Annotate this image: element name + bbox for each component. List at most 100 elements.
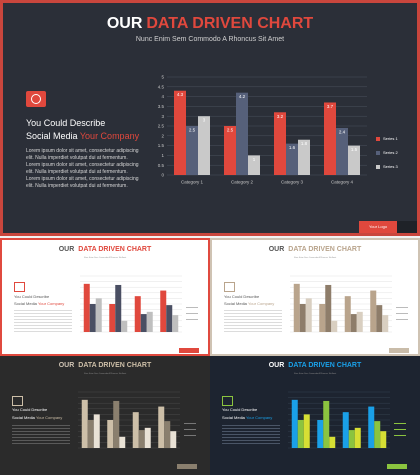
- describe-line-2-accent: Your Company: [79, 131, 140, 141]
- data-label: 2.5: [227, 128, 234, 133]
- thumb3-describe-2-accent: Your Company: [35, 415, 63, 420]
- bar: [170, 431, 177, 448]
- bar: [368, 406, 375, 448]
- thumb1-legend: [186, 306, 198, 324]
- thumb1-text-placeholder: [14, 310, 72, 332]
- thumb4-title-chart: DATA DRIVEN CHART: [288, 362, 362, 369]
- bar: [89, 304, 96, 332]
- bar: [380, 431, 387, 448]
- bar: [325, 284, 332, 332]
- legend-series-2: Series 2: [376, 150, 398, 155]
- data-label: 2.5: [189, 128, 196, 133]
- body-paragraph: Lorem ipsum dolor sit amet, consectetur …: [26, 148, 139, 189]
- thumb3-text-placeholder: [12, 425, 70, 445]
- thumb1-title-our: OUR: [58, 246, 75, 253]
- thumb4-bar-chart: [288, 391, 390, 449]
- bar: [370, 290, 377, 332]
- footer-dark-block: [397, 221, 417, 233]
- legend-series-3: Series 3: [376, 164, 398, 169]
- thumb2-describe-2: Social Media Your Company: [224, 301, 274, 306]
- bar: [348, 145, 360, 175]
- thumb4-describe-2-plain: Social Media: [222, 415, 246, 420]
- bar: [303, 414, 310, 448]
- thumb2-describe-1: You Could Describe: [224, 294, 260, 299]
- legend-label-3: Series 3: [383, 164, 398, 169]
- bar: [286, 143, 298, 175]
- thumb1-describe-1: You Could Describe: [14, 294, 50, 299]
- bar: [198, 116, 210, 175]
- bar: [299, 304, 306, 332]
- bar: [138, 430, 145, 448]
- thumbnail-dark[interactable]: OUR DATA DRIVEN CHART Nunc Enim Sem Commo…: [0, 356, 210, 475]
- x-tick-label: Category 2: [231, 180, 254, 185]
- bar: [144, 427, 151, 448]
- y-tick-label: 1: [161, 153, 164, 158]
- social-media-icon: [26, 91, 46, 107]
- thumb3-logo-button[interactable]: [177, 464, 197, 469]
- thumb4-legend: [394, 422, 406, 440]
- bar: [376, 305, 383, 332]
- legend-swatch-1: [376, 136, 380, 141]
- bar: [164, 421, 171, 448]
- thumb4-subtitle: Nunc Enim Sem Commodo A Rhoncus Sit Amet: [293, 373, 337, 375]
- thumb4-title: OUR DATA DRIVEN CHART: [210, 362, 420, 369]
- bar: [317, 420, 324, 448]
- bar: [134, 296, 141, 332]
- thumb4-text-placeholder: [222, 425, 280, 445]
- thumb1-title-chart: DATA DRIVEN CHART: [78, 246, 152, 253]
- bar: [95, 298, 102, 332]
- bar: [109, 304, 116, 332]
- main-slide: OUR DATA DRIVEN CHART Nunc Enim Sem Commo…: [0, 0, 420, 236]
- thumbnail-red[interactable]: OUR DATA DRIVEN CHART Nunc Enim Sem Commo…: [0, 238, 210, 356]
- data-label: 4.2: [239, 94, 246, 99]
- thumb1-bar-chart: [80, 275, 182, 333]
- bar: [83, 283, 90, 332]
- thumbnail-blue[interactable]: OUR DATA DRIVEN CHART Nunc Enim Sem Commo…: [210, 356, 420, 475]
- bar: [336, 127, 348, 175]
- bar: [158, 406, 165, 448]
- bar: [298, 139, 310, 175]
- thumb2-logo-button[interactable]: [389, 348, 409, 353]
- data-label: 2.4: [339, 129, 346, 134]
- bar: [356, 311, 363, 332]
- bar: [329, 436, 336, 448]
- bar: [121, 320, 128, 332]
- describe-line-1: You Could Describe: [26, 118, 106, 128]
- data-label: 3: [203, 118, 206, 123]
- y-tick-label: 4.5: [158, 84, 165, 89]
- thumb2-title: OUR DATA DRIVEN CHART: [212, 246, 418, 253]
- bar: [87, 420, 94, 448]
- thumb4-describe-1: You Could Describe: [222, 407, 258, 412]
- your-logo-button[interactable]: Your Logo: [359, 221, 397, 233]
- thumb4-describe-2: Social Media Your Company: [222, 415, 272, 420]
- y-tick-label: 2: [161, 133, 164, 138]
- legend-series-1: Series 1: [376, 136, 398, 141]
- bar: [291, 399, 298, 448]
- legend-label-1: Series 1: [383, 136, 398, 141]
- title-word-chart: DATA DRIVEN CHART: [146, 15, 314, 32]
- thumb4-logo-button[interactable]: [387, 464, 407, 469]
- thumb2-describe-2-plain: Social Media: [224, 301, 248, 306]
- thumb1-describe-2-plain: Social Media: [14, 301, 38, 306]
- bar: [324, 102, 336, 175]
- bar: [305, 298, 312, 332]
- thumb3-title-chart: DATA DRIVEN CHART: [78, 362, 152, 369]
- main-bar-chart: 0 0.5 1 1.5 2 2.5 3 3.5 4 4.5 5 4.3 2.5 3 Category 1 2.…: [158, 75, 367, 185]
- bar: [323, 400, 330, 448]
- bar: [331, 320, 338, 332]
- thumb3-icon: [12, 396, 23, 406]
- thumb3-describe-1: You Could Describe: [12, 407, 48, 412]
- y-tick-label: 3: [161, 114, 164, 119]
- thumb3-describe-2: Social Media Your Company: [12, 415, 62, 420]
- bar: [119, 436, 126, 448]
- data-label: 1: [253, 157, 256, 162]
- thumb2-icon: [224, 282, 235, 292]
- thumb1-logo-button[interactable]: [179, 348, 199, 353]
- legend-swatch-3: [376, 164, 380, 169]
- thumb3-bar-chart: [78, 391, 180, 449]
- title-word-our: OUR: [106, 15, 143, 32]
- thumb1-describe-2-accent: Your Company: [37, 301, 65, 306]
- y-tick-label: 2.5: [158, 124, 165, 129]
- thumb1-subtitle: Nunc Enim Sem Commodo A Rhoncus Sit Amet: [83, 257, 127, 259]
- thumbnail-beige[interactable]: OUR DATA DRIVEN CHART Nunc Enim Sem Commo…: [210, 238, 420, 356]
